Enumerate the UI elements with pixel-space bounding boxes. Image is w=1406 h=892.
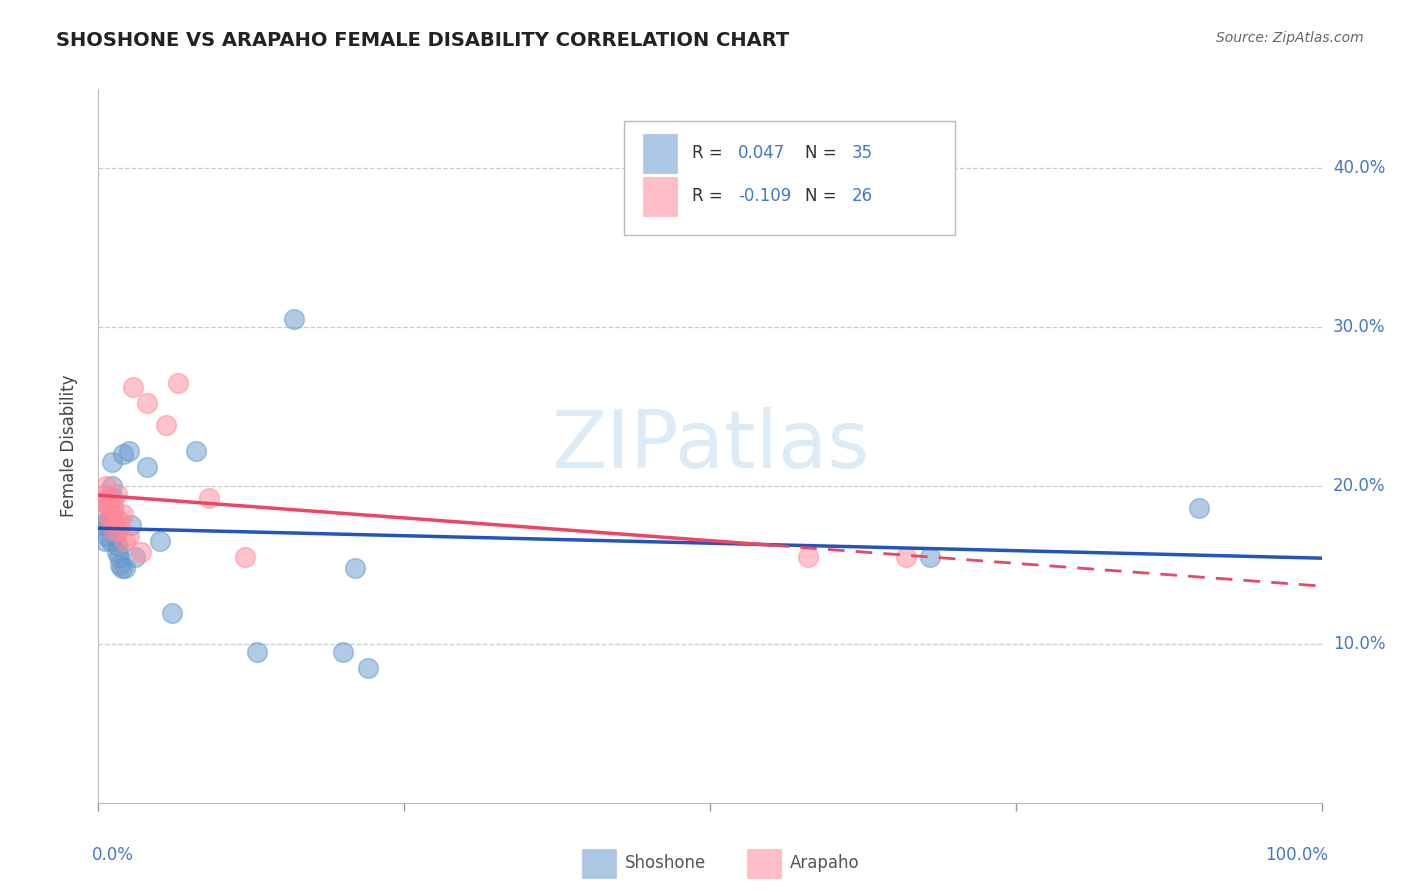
Point: [129, 545, 152, 559]
Point: [98, 510, 121, 524]
FancyBboxPatch shape: [643, 134, 678, 173]
Point: [105, 486, 128, 500]
Point: [894, 549, 917, 564]
Point: [101, 478, 124, 492]
FancyBboxPatch shape: [643, 177, 678, 216]
Point: [104, 529, 127, 543]
Point: [91, 494, 114, 508]
Point: [136, 459, 159, 474]
Point: [155, 418, 177, 433]
Point: [797, 549, 820, 564]
Text: N =: N =: [806, 187, 842, 205]
Point: [283, 312, 305, 326]
Point: [101, 491, 124, 506]
Point: [121, 380, 143, 394]
Point: [97, 491, 120, 506]
Point: [110, 558, 132, 572]
Point: [98, 518, 121, 533]
Point: [108, 549, 131, 564]
Text: 40.0%: 40.0%: [1333, 160, 1385, 178]
Point: [920, 549, 942, 564]
Point: [93, 486, 115, 500]
FancyBboxPatch shape: [624, 121, 955, 235]
Text: Shoshone: Shoshone: [624, 855, 706, 872]
Point: [114, 534, 136, 549]
Point: [118, 443, 141, 458]
Text: 30.0%: 30.0%: [1333, 318, 1385, 336]
Point: [94, 514, 117, 528]
Point: [96, 529, 118, 543]
Text: 0.0%: 0.0%: [93, 846, 134, 863]
Point: [1188, 500, 1211, 515]
Text: N =: N =: [806, 145, 842, 162]
Point: [97, 498, 120, 512]
Point: [332, 645, 354, 659]
Text: SHOSHONE VS ARAPAHO FEMALE DISABILITY CORRELATION CHART: SHOSHONE VS ARAPAHO FEMALE DISABILITY CO…: [56, 31, 790, 50]
Point: [114, 561, 136, 575]
Point: [233, 549, 256, 564]
Point: [136, 396, 159, 410]
Text: 26: 26: [852, 187, 873, 205]
Point: [197, 491, 219, 506]
Point: [101, 455, 124, 469]
Text: R =: R =: [692, 145, 728, 162]
Point: [160, 606, 183, 620]
Text: 35: 35: [852, 145, 873, 162]
Point: [186, 443, 208, 458]
Point: [111, 561, 134, 575]
Text: Source: ZipAtlas.com: Source: ZipAtlas.com: [1216, 31, 1364, 45]
Point: [107, 523, 129, 537]
Point: [111, 507, 134, 521]
Text: 20.0%: 20.0%: [1333, 476, 1385, 495]
Point: [103, 502, 125, 516]
Point: [103, 523, 125, 537]
Point: [149, 534, 172, 549]
Point: [107, 539, 129, 553]
Point: [94, 478, 117, 492]
FancyBboxPatch shape: [747, 849, 780, 878]
Point: [100, 514, 122, 528]
Point: [100, 534, 122, 549]
Point: [124, 549, 146, 564]
Point: [167, 376, 190, 390]
Text: -0.109: -0.109: [738, 187, 792, 205]
FancyBboxPatch shape: [582, 849, 616, 878]
Text: R =: R =: [692, 187, 728, 205]
Text: 100.0%: 100.0%: [1265, 846, 1327, 863]
Y-axis label: Female Disability: Female Disability: [59, 375, 77, 517]
Point: [246, 645, 269, 659]
Text: ZIPatlas: ZIPatlas: [551, 407, 869, 485]
Point: [120, 518, 142, 533]
Point: [105, 545, 128, 559]
Point: [101, 514, 124, 528]
Point: [96, 498, 118, 512]
Point: [110, 514, 132, 528]
Text: 0.047: 0.047: [738, 145, 786, 162]
Text: Arapaho: Arapaho: [790, 855, 859, 872]
Text: 10.0%: 10.0%: [1333, 635, 1385, 653]
Point: [100, 507, 122, 521]
Point: [344, 561, 367, 575]
Point: [101, 502, 124, 516]
Point: [356, 661, 378, 675]
Point: [111, 447, 134, 461]
Point: [101, 523, 124, 537]
Point: [91, 518, 114, 533]
Point: [93, 534, 115, 549]
Point: [104, 514, 127, 528]
Point: [118, 529, 141, 543]
